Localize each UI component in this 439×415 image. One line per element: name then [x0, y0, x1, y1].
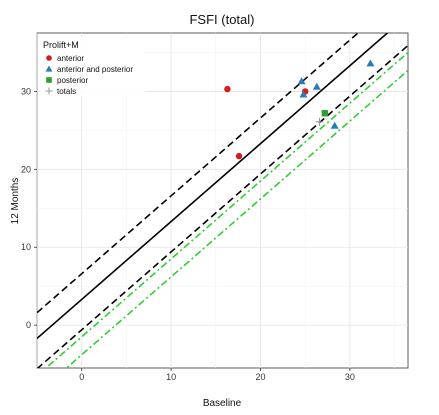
legend-label: anterior	[57, 54, 84, 63]
data-point-circle	[236, 153, 242, 159]
x-tick-label: 10	[166, 372, 176, 382]
x-tick-label: 30	[345, 372, 355, 382]
y-tick-label: 20	[21, 164, 31, 174]
x-tick-label: 0	[79, 372, 84, 382]
legend-label: posterior	[57, 76, 88, 85]
y-tick-label: 30	[21, 86, 31, 96]
legend-label: anterior and posterior	[57, 65, 133, 74]
x-tick-label: 20	[255, 372, 265, 382]
y-axis-label: 12 Months	[10, 178, 21, 225]
legend: Prolift+M anterior anterior and posterior…	[40, 38, 146, 96]
chart-title: FSFI (total)	[189, 12, 254, 27]
legend-label: totals	[57, 87, 76, 96]
legend-key-square	[46, 77, 52, 83]
data-point-circle	[224, 86, 230, 92]
legend-title: Prolift+M	[43, 40, 79, 50]
y-tick-label: 0	[26, 320, 31, 330]
y-tick-label: 10	[21, 242, 31, 252]
data-point-square	[322, 110, 328, 116]
legend-key-circle	[46, 55, 52, 61]
x-axis-label: Baseline	[203, 398, 242, 409]
